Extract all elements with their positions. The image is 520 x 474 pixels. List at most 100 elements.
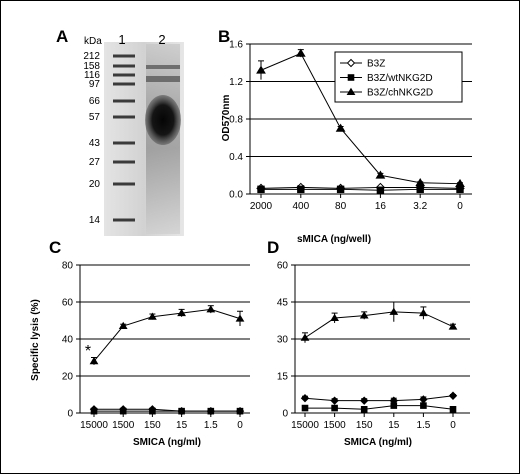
- data-point-triangle: [89, 356, 99, 365]
- data-point-triangle: [359, 311, 369, 319]
- series-line: [304, 311, 454, 339]
- gel-marker-label: 57: [89, 112, 101, 123]
- panel-label-b: B: [218, 27, 230, 46]
- gel-marker-label: 66: [89, 96, 101, 107]
- x-tick-label: 15: [176, 420, 188, 431]
- series-1: [300, 391, 458, 405]
- chart-c-annotation: *: [85, 343, 91, 360]
- data-point-square: [456, 185, 464, 194]
- gel-lane2-band-upper: [146, 76, 180, 82]
- gel-ladder-band: [113, 115, 135, 119]
- chart-c-ylabel: Specific lysis (%): [30, 299, 41, 381]
- gel-marker-label: 20: [89, 179, 101, 190]
- chart-b-xlabel: sMICA (ng/well): [297, 234, 371, 245]
- x-tick-label: 1.5: [204, 420, 218, 431]
- y-tick-label: 80: [62, 261, 74, 272]
- chart-d-series: [300, 301, 458, 413]
- legend-label: B3Z/chNKG2D: [367, 88, 433, 99]
- data-point-triangle: [330, 313, 339, 322]
- data-point-triangle: [295, 48, 306, 57]
- data-point-square: [297, 185, 305, 194]
- data-point-triangle: [346, 87, 356, 95]
- data-point-diamond: [359, 396, 369, 405]
- chart-c-xlabel: SMICA (ng/ml): [133, 437, 201, 448]
- y-tick-label: 60: [62, 298, 74, 309]
- chart-d-tick-labels: 0 15 30 45 60 15000 1500 150 15 1.5 0: [277, 261, 456, 432]
- series-line: [261, 188, 460, 191]
- data-point-triangle: [455, 178, 465, 188]
- series-0: [89, 305, 245, 365]
- data-point-square: [449, 406, 457, 413]
- data-point-diamond: [448, 391, 458, 400]
- data-point-square: [90, 407, 98, 415]
- gel-lane2-band-top: [146, 65, 180, 69]
- data-point-square: [376, 186, 385, 194]
- x-tick-label: 150: [356, 420, 373, 431]
- y-tick-label: 15: [277, 372, 289, 383]
- data-point-diamond: [330, 396, 339, 405]
- data-point-square: [416, 185, 424, 194]
- gel-ladder-band: [113, 82, 135, 86]
- chart-c: 0 20 40 60 80 15000 1500 150 15 1.5 0 * SMICA (ng/…: [30, 261, 250, 448]
- data-point-triangle: [235, 314, 245, 322]
- data-point-square: [336, 185, 345, 194]
- series-line: [260, 52, 461, 185]
- y-tick-label: 20: [62, 372, 74, 383]
- chart-d-axes: [291, 264, 470, 417]
- data-point-square: [149, 407, 156, 415]
- chart-c-axes: [76, 264, 250, 417]
- gel-ladder-band: [113, 54, 135, 58]
- x-tick-label: 0: [450, 420, 456, 431]
- legend-items: B3Z B3Z/wtNKG2D B3Z/chNKG2D: [340, 59, 433, 99]
- gel-ladder-band: [113, 99, 135, 103]
- gel-lane-2-label: 2: [158, 32, 165, 47]
- gel-ladder-band: [113, 73, 135, 77]
- x-tick-label: 0: [457, 201, 463, 212]
- gel-marker-label: 212: [83, 51, 100, 62]
- data-point-diamond: [346, 58, 356, 68]
- gel-lane2-main-band: [145, 95, 181, 145]
- series-2: [256, 48, 465, 188]
- legend-label: B3Z: [367, 59, 385, 70]
- chart-b-axes: [246, 43, 472, 198]
- gel-marker-label: 158: [83, 61, 100, 72]
- data-point-square: [390, 402, 398, 409]
- y-tick-label: 0: [282, 409, 288, 420]
- y-tick-label: 45: [277, 298, 289, 309]
- series-line: [93, 308, 241, 362]
- data-point-triangle: [389, 307, 399, 315]
- data-point-square: [236, 407, 244, 415]
- chart-d: 0 15 30 45 60 15000 1500 150 15 1.5 0 SMICA (ng/ml…: [277, 261, 470, 448]
- series-line: [304, 395, 454, 402]
- panel-label-a: A: [56, 27, 68, 46]
- data-point-square: [301, 404, 309, 412]
- y-tick-label: 1.2: [229, 77, 243, 88]
- y-tick-label: 0: [67, 409, 73, 420]
- gel-marker-label: 27: [89, 157, 101, 168]
- chart-c-gridlines: [80, 264, 250, 377]
- data-point-triangle: [375, 170, 386, 179]
- data-point-triangle: [177, 308, 186, 317]
- series-line: [305, 405, 454, 410]
- x-tick-label: 15000: [80, 420, 108, 431]
- data-point-square: [119, 407, 127, 415]
- chart-c-tick-labels: 0 20 40 60 80 15000 1500 150 15 1.5 0: [62, 261, 243, 432]
- data-point-square: [360, 406, 368, 413]
- chart-d-xlabel: SMICA (ng/ml): [344, 437, 412, 448]
- gel-ladder-band: [113, 141, 135, 145]
- data-point-triangle: [206, 305, 216, 313]
- chart-b-series: [256, 48, 465, 194]
- chart-d-gridlines: [295, 264, 470, 377]
- gel-lane-1-label: 1: [118, 32, 125, 47]
- gel-marker-label: 97: [89, 79, 101, 90]
- x-tick-label: 3.2: [413, 201, 427, 212]
- chart-b-tick-labels: 0.0 0.4 0.8 1.2 1.6 2000 400 80 16 3.2 0: [229, 40, 463, 213]
- y-tick-label: 30: [277, 335, 289, 346]
- x-tick-label: 2000: [250, 201, 273, 212]
- x-tick-label: 15000: [291, 420, 319, 431]
- data-point-triangle: [419, 308, 428, 317]
- y-tick-label: 0.0: [229, 190, 243, 201]
- y-tick-label: 60: [277, 261, 289, 272]
